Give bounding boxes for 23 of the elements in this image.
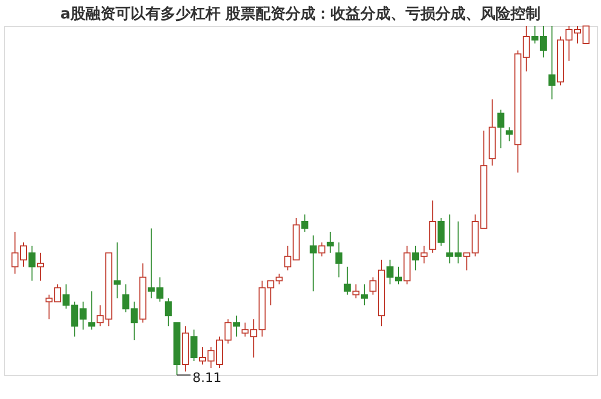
candlestick	[420, 245, 428, 264]
candlestick	[344, 266, 351, 296]
candlestick	[412, 245, 420, 271]
candlestick	[88, 290, 96, 330]
chart-title: a股融资可以有多少杠杆 股票配资分成：收益分成、亏损分成、风险控制	[60, 4, 541, 22]
candlestick	[438, 217, 445, 246]
candlestick	[190, 329, 198, 362]
candlestick	[335, 242, 342, 278]
candlestick	[318, 242, 326, 257]
candlestick	[164, 298, 172, 327]
candlestick	[506, 126, 513, 142]
candlestick	[352, 284, 360, 299]
candlestick	[497, 109, 504, 149]
annotation: 8.11	[192, 371, 222, 386]
candlestick	[37, 252, 44, 282]
candlestick	[233, 315, 240, 338]
candlestick	[548, 26, 556, 100]
candlestick	[360, 284, 368, 306]
candlestick	[326, 231, 334, 254]
candlestick	[114, 242, 121, 299]
candlestick	[301, 214, 308, 232]
candlestick	[28, 245, 36, 282]
candlestick	[310, 234, 317, 292]
